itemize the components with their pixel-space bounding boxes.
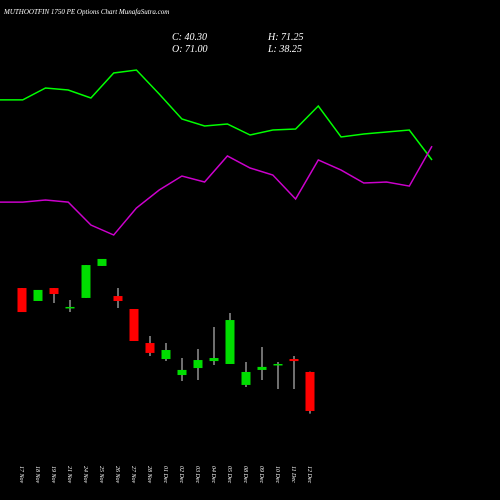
candle-body <box>177 369 187 376</box>
x-tick-label: 21 Nov <box>66 466 72 484</box>
x-tick-label: 12 Dec <box>306 466 312 483</box>
candle-body <box>257 366 267 370</box>
close-text: C: 40.30 <box>172 32 207 43</box>
candle-body <box>289 359 299 362</box>
x-tick-label: 09 Dec <box>258 466 264 483</box>
candle-body <box>225 320 235 364</box>
x-tick-label: 17 Nov <box>18 466 24 484</box>
open-text: O: 71.00 <box>172 44 208 55</box>
x-tick-label: 03 Dec <box>194 466 200 483</box>
x-tick-label: 10 Dec <box>274 466 280 483</box>
candle-body <box>145 343 155 353</box>
x-tick-label: 28 Nov <box>146 466 152 484</box>
x-tick-label: 02 Dec <box>178 466 184 483</box>
candle-body <box>113 296 123 301</box>
candle-body <box>161 350 171 360</box>
candle-body <box>81 265 91 298</box>
candle-body <box>17 288 27 313</box>
high-text: H: 71.25 <box>267 32 304 43</box>
candle-body <box>193 360 203 369</box>
candle-body <box>65 306 75 309</box>
x-tick-label: 08 Dec <box>242 466 248 483</box>
candle-body <box>129 308 139 341</box>
chart-title: MUTHOOTFIN 1750 PE Options Chart MunafaS… <box>3 8 169 16</box>
candle-body <box>33 289 43 301</box>
indicator-line <box>0 145 433 236</box>
x-tick-label: 25 Nov <box>98 466 104 484</box>
x-tick-label: 26 Nov <box>114 466 120 484</box>
low-text: L: 38.25 <box>267 44 302 55</box>
candle-body <box>49 288 59 295</box>
indicator-line <box>0 69 433 161</box>
x-tick-label: 01 Dec <box>162 466 168 483</box>
x-tick-label: 05 Dec <box>226 466 232 483</box>
x-tick-label: 18 Nov <box>34 466 40 484</box>
x-tick-label: 27 Nov <box>130 466 136 484</box>
candle-body <box>273 363 283 366</box>
x-tick-label: 04 Dec <box>210 466 217 483</box>
x-tick-label: 24 Nov <box>82 466 89 484</box>
candle-body <box>209 358 219 362</box>
x-tick-label: 19 Nov <box>50 466 56 484</box>
candle-body <box>97 258 107 266</box>
candle-body <box>305 371 315 411</box>
x-tick-label: 11 Dec <box>290 466 296 483</box>
candle-body <box>241 371 251 385</box>
